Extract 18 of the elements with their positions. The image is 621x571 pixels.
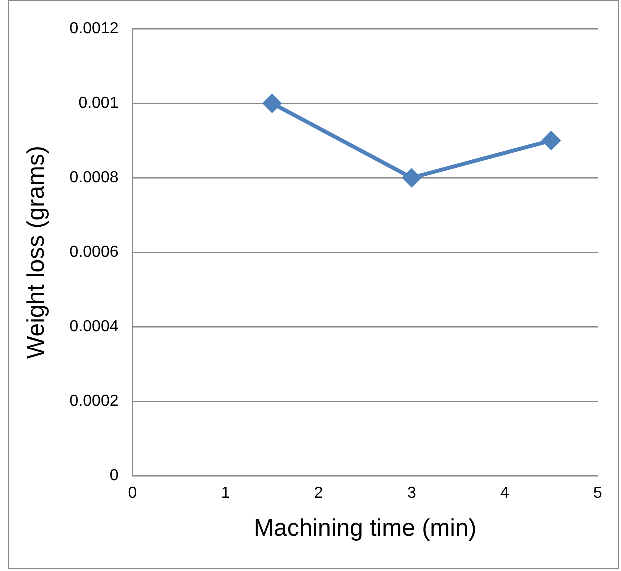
y-tick-label: 0 (110, 467, 119, 484)
y-tick-label: 0.0004 (70, 318, 119, 336)
x-tick-label: 0 (128, 485, 138, 502)
x-tick-label: 2 (314, 485, 324, 502)
y-tick-label: 0.0008 (70, 169, 119, 186)
point (542, 132, 560, 150)
x-axis-title: Machining time (min) (254, 515, 477, 542)
x-tick-label: 4 (500, 485, 510, 502)
y-tick-label: 0.0012 (70, 20, 119, 38)
x-tick-label: 5 (594, 485, 603, 502)
y-tick-label: 0.0002 (70, 392, 119, 410)
x-tick-label: 1 (221, 485, 230, 502)
y-axis-title: Weight loss (grams) (23, 146, 50, 359)
y-tick-label: 0.001 (78, 94, 119, 112)
y-tick-label: 0.0006 (70, 244, 119, 261)
point (402, 169, 421, 187)
point (263, 94, 282, 112)
x-tick-label: 3 (407, 485, 416, 502)
